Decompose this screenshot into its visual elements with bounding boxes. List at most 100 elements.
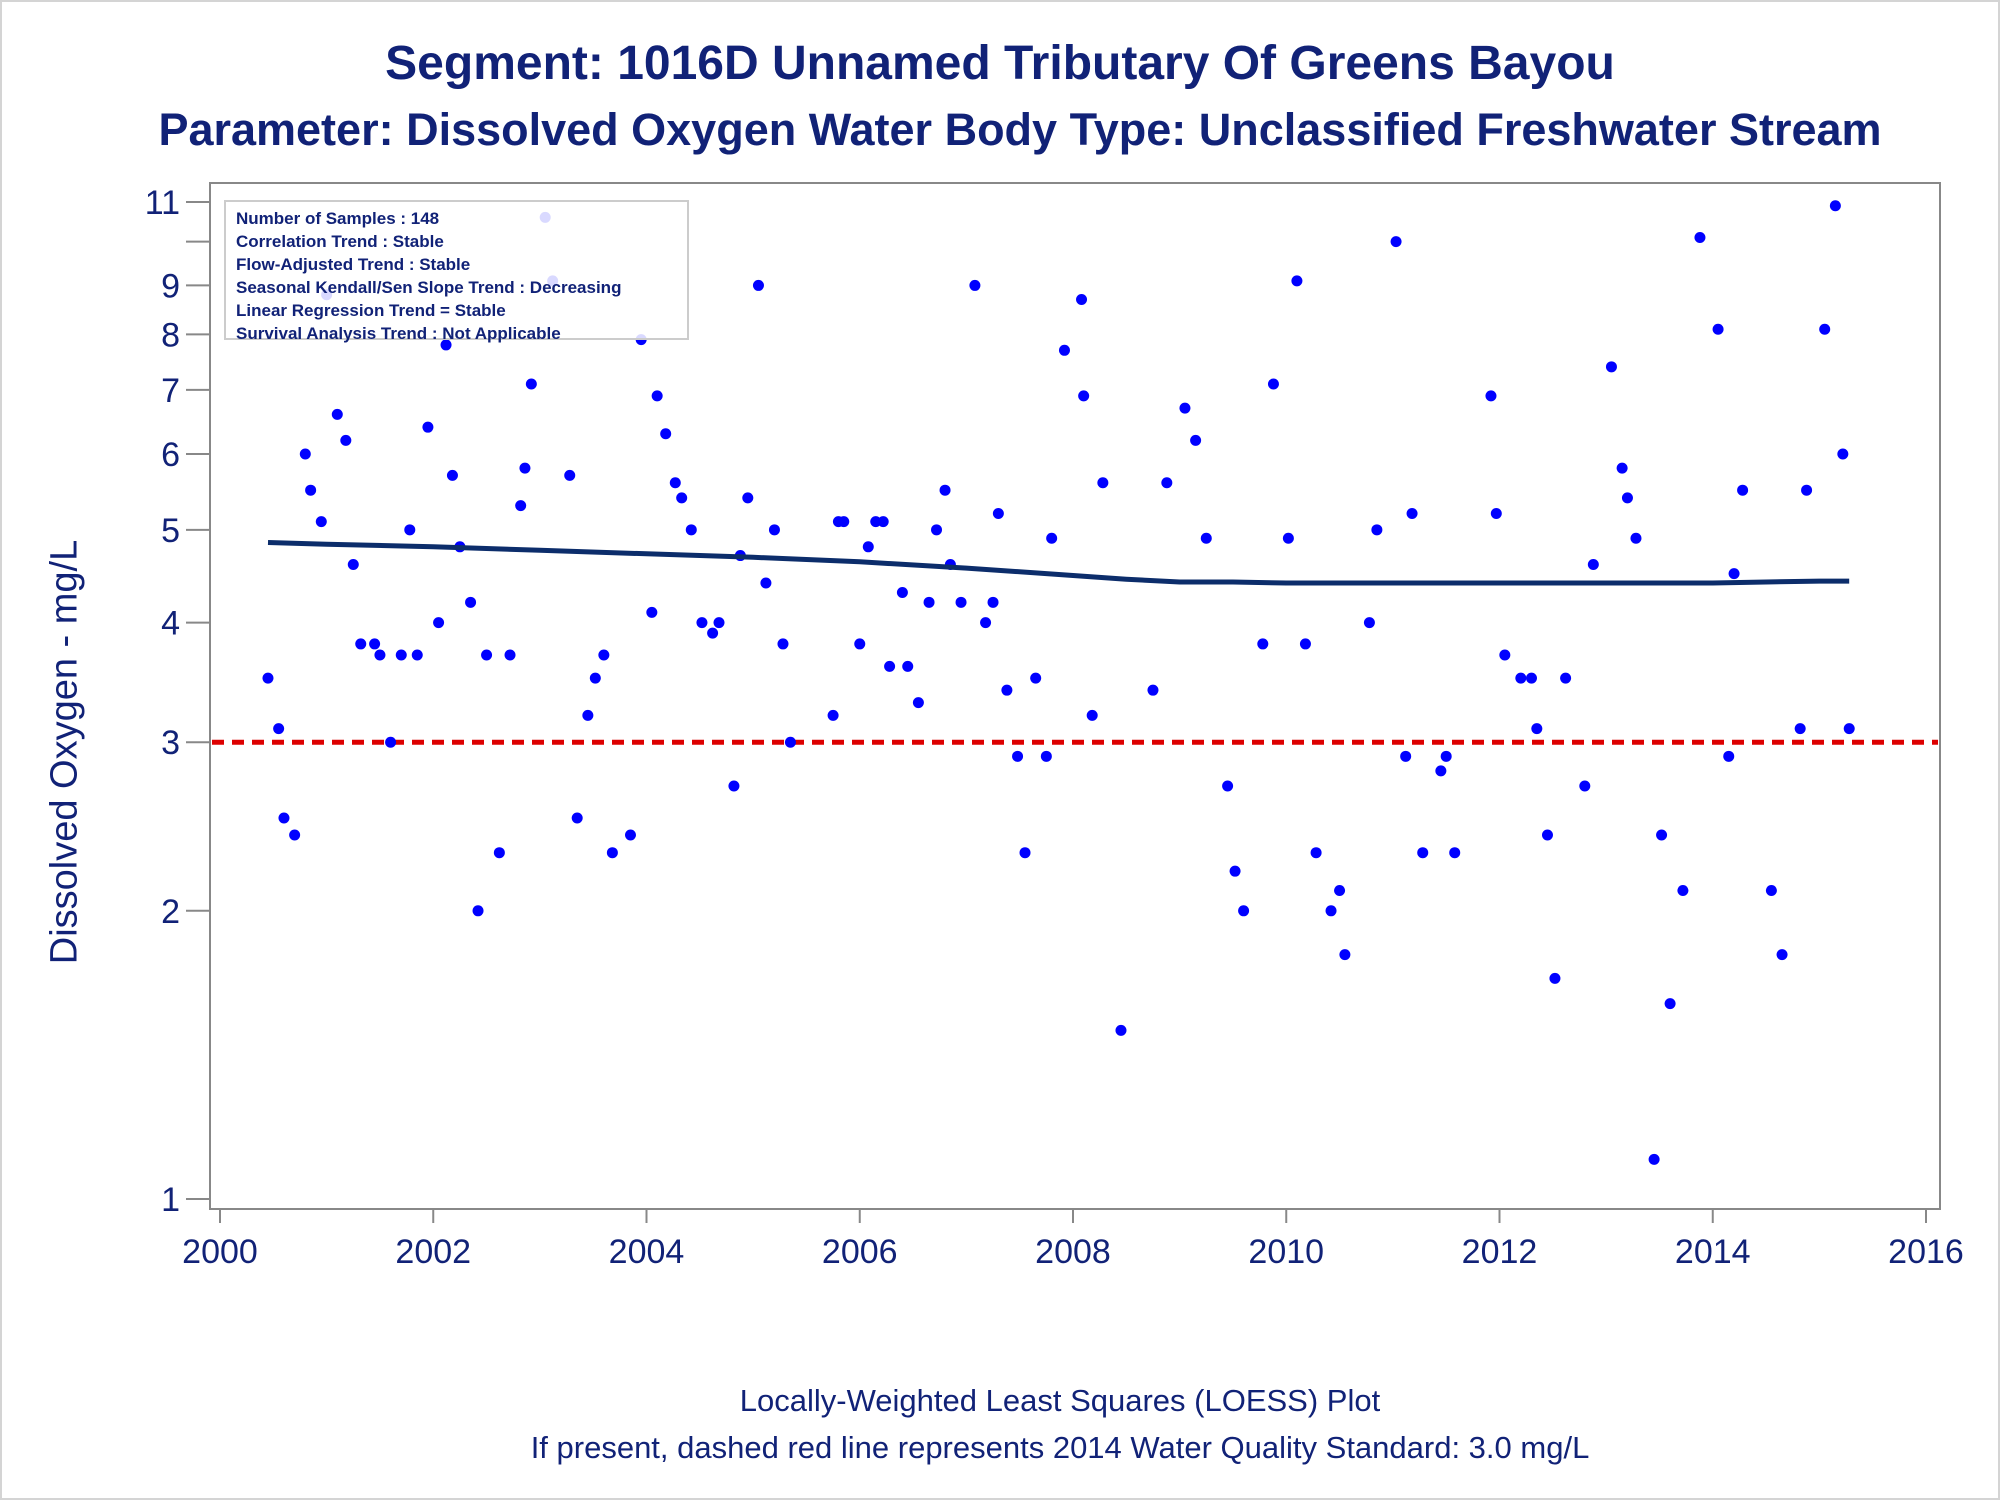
data-point [902,660,914,672]
data-point [896,587,908,599]
data-point [992,508,1004,520]
data-point [395,649,407,661]
data-point [969,279,981,291]
data-point [1058,344,1070,356]
y-tick-label: 2 [161,893,180,931]
data-point [1837,448,1849,460]
data-point [1325,905,1337,917]
data-point [1776,949,1788,961]
data-point [939,484,951,496]
chart-title: Segment: 1016D Unnamed Tributary Of Gree… [385,37,1615,90]
data-point [923,596,935,608]
data-point [1801,484,1813,496]
data-point [1299,638,1311,650]
data-point [1161,477,1173,489]
data-point [519,462,531,474]
data-point [1222,780,1234,792]
data-point [582,709,594,721]
data-point [598,649,610,661]
data-point [1400,750,1412,762]
data-point [1030,672,1042,684]
data-point [1728,568,1740,580]
data-point [1499,649,1511,661]
y-axis-label: Dissolved Oxygen - mg/L [43,539,86,965]
data-point [1656,829,1668,841]
y-tick-label: 5 [161,512,180,550]
y-tick-label: 7 [161,372,180,410]
data-point [784,736,796,748]
data-point [1765,885,1777,897]
y-tick-label: 3 [161,724,180,762]
data-point [1046,532,1058,544]
data-point [374,649,386,661]
data-point [1664,998,1676,1010]
loess-curve [267,540,1850,586]
data-point [465,596,477,608]
data-point [669,477,681,489]
data-point [1723,750,1735,762]
data-point [760,577,772,589]
data-point [1229,865,1241,877]
data-point [515,500,527,512]
data-point [1334,885,1346,897]
y-tick-label: 4 [161,605,180,643]
y-axis: 1 2 3 4 5 6 7 8 9 11 [145,184,210,1219]
data-point [987,596,999,608]
data-point [713,617,725,629]
data-point [1435,765,1447,777]
samples-count-text: Number of Samples : 148 [236,209,440,228]
correlation-trend-text: Correlation Trend : Stable [236,232,444,251]
data-point [728,780,740,792]
data-point [1794,723,1806,735]
data-point [1238,905,1250,917]
data-point [340,434,352,446]
data-point [606,847,618,859]
data-point [1115,1024,1127,1036]
data-point [504,649,516,661]
x-tick-label: 2004 [609,1233,685,1271]
data-point [525,378,537,390]
data-point [854,638,866,650]
data-point [1200,532,1212,544]
data-point [1525,672,1537,684]
data-point [1310,847,1322,859]
data-point [1819,323,1831,335]
data-point [1737,484,1749,496]
data-point [1587,558,1599,570]
data-point [1390,236,1402,248]
data-point [1371,524,1383,536]
data-point [707,627,719,639]
data-point [768,524,780,536]
footnote-loess: Locally-Weighted Least Squares (LOESS) P… [739,1383,1381,1418]
data-point [1097,477,1109,489]
data-point [1339,949,1351,961]
data-point [1616,462,1628,474]
chart-subtitle: Parameter: Dissolved Oxygen Water Body T… [158,104,1882,155]
data-point [446,469,458,481]
data-point [1549,972,1561,984]
data-point [1179,402,1191,414]
data-point [331,408,343,420]
data-point [838,516,850,528]
data-point [827,709,839,721]
data-point [1630,532,1642,544]
data-point [1605,361,1617,373]
data-point [912,697,924,709]
data-point [931,524,943,536]
y-tick-label: 9 [161,267,180,305]
y-tick-label: 6 [161,436,180,474]
flow-adjusted-trend-text: Flow-Adjusted Trend : Stable [236,255,471,274]
data-point [1147,684,1159,696]
y-tick-label: 11 [145,184,180,222]
data-point [262,672,274,684]
data-point [433,617,445,629]
data-point [1621,492,1633,504]
data-point [1363,617,1375,629]
data-point [777,638,789,650]
survival-analysis-trend-text: Survival Analysis Trend : Not Applicable [236,324,561,343]
data-point [1531,723,1543,735]
data-point [862,541,874,553]
data-point [1712,323,1724,335]
data-point [411,649,423,661]
